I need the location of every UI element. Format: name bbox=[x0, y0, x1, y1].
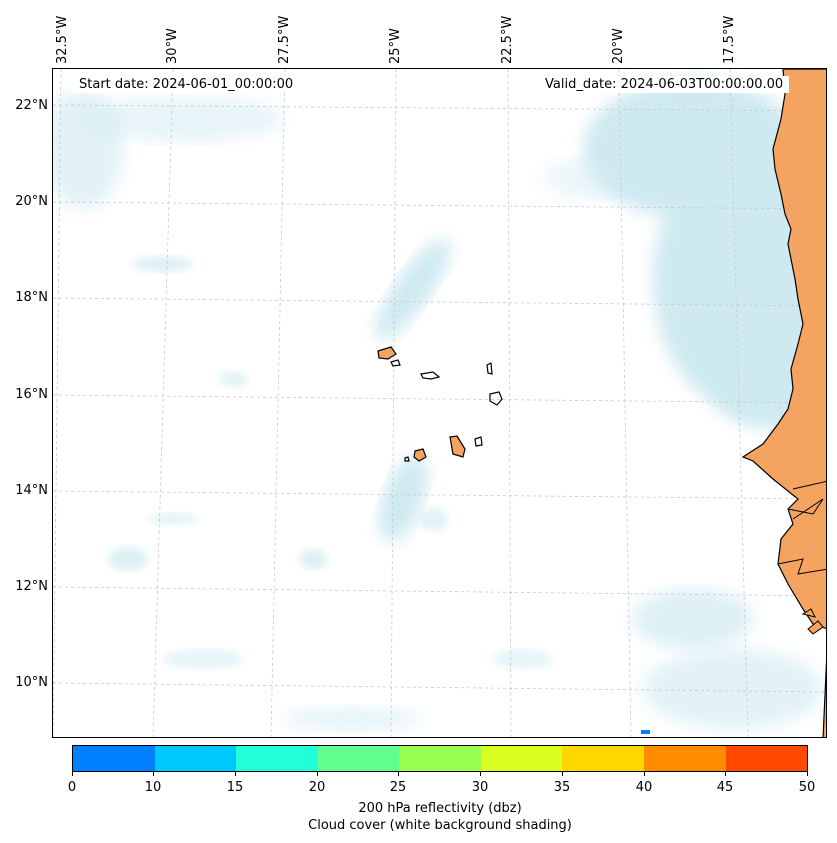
colorbar-tick-label: 0 bbox=[67, 780, 77, 795]
colorbar-segment bbox=[725, 746, 808, 771]
bijagos-islands bbox=[801, 608, 824, 635]
colorbar-tick-label: 50 bbox=[798, 780, 816, 795]
colorbar-tickmark bbox=[725, 772, 726, 776]
island-sao-nicolau bbox=[420, 371, 441, 380]
colorbar-tick-label: 35 bbox=[553, 780, 571, 795]
colorbar-segment bbox=[236, 746, 318, 771]
colorbar-tick-label: 30 bbox=[471, 780, 489, 795]
lat-label: 12°N bbox=[15, 579, 48, 594]
lon-label: 17.5°W bbox=[722, 15, 737, 64]
colorbar-segment bbox=[154, 746, 237, 771]
lon-label: 32.5°W bbox=[55, 15, 70, 64]
map-canvas bbox=[53, 69, 826, 737]
lat-label: 18°N bbox=[15, 290, 48, 305]
lat-label: 22°N bbox=[15, 98, 48, 113]
island-fogo bbox=[413, 448, 427, 462]
lat-label: 16°N bbox=[15, 387, 48, 402]
lat-label: 20°N bbox=[15, 194, 48, 209]
colorbar-tickmark bbox=[644, 772, 645, 776]
colorbar-tick-label: 40 bbox=[635, 780, 653, 795]
colorbar bbox=[72, 745, 808, 772]
island-brava bbox=[404, 456, 410, 462]
island-maio bbox=[474, 436, 483, 447]
gambia-river bbox=[792, 480, 826, 490]
colorbar-tickmark bbox=[317, 772, 318, 776]
colorbar-tickmark bbox=[153, 772, 154, 776]
map-area bbox=[52, 68, 827, 738]
cloud-cover bbox=[53, 79, 826, 731]
island-boa-vista bbox=[489, 391, 503, 406]
colorbar-subtitle: Cloud cover (white background shading) bbox=[308, 818, 572, 833]
lon-label: 20°W bbox=[611, 28, 626, 64]
colorbar-tickmark bbox=[562, 772, 563, 776]
colorbar-segment bbox=[399, 746, 481, 771]
start-date-label: Start date: 2024-06-01_00:00:00 bbox=[73, 76, 300, 93]
colorbar-segment bbox=[73, 746, 155, 771]
colorbar-tickmark bbox=[398, 772, 399, 776]
valid-date-label: Valid_date: 2024-06-03T00:00:00.00 bbox=[539, 76, 790, 93]
colorbar-tick-label: 15 bbox=[226, 780, 244, 795]
colorbar-title: 200 hPa reflectivity (dbz) bbox=[358, 801, 522, 816]
island-santiago bbox=[449, 435, 466, 458]
colorbar-segment bbox=[317, 746, 400, 771]
island-santo-antao bbox=[377, 346, 397, 360]
colorbar-tick-label: 25 bbox=[389, 780, 407, 795]
reflectivity-spot bbox=[641, 730, 650, 734]
colorbar-tickmark bbox=[480, 772, 481, 776]
lon-label: 22.5°W bbox=[500, 15, 515, 64]
lon-label: 27.5°W bbox=[277, 15, 292, 64]
colorbar-segment bbox=[480, 746, 563, 771]
colorbar-tick-label: 45 bbox=[716, 780, 734, 795]
colorbar-segment bbox=[643, 746, 726, 771]
colorbar-tickmark bbox=[72, 772, 73, 776]
lon-label: 30°W bbox=[165, 28, 180, 64]
graticule bbox=[53, 69, 826, 737]
island-sao-vicente bbox=[390, 359, 401, 367]
lat-label: 14°N bbox=[15, 483, 48, 498]
colorbar-tick-label: 20 bbox=[308, 780, 326, 795]
lat-label: 10°N bbox=[15, 675, 48, 690]
lon-label: 25°W bbox=[388, 28, 403, 64]
colorbar-tick-label: 10 bbox=[144, 780, 162, 795]
colorbar-segment bbox=[562, 746, 644, 771]
cape-verde-islands bbox=[377, 346, 503, 462]
colorbar-tickmark bbox=[235, 772, 236, 776]
island-sal bbox=[486, 362, 493, 375]
africa-coast-detail bbox=[777, 498, 826, 575]
colorbar-tickmark bbox=[807, 772, 808, 776]
